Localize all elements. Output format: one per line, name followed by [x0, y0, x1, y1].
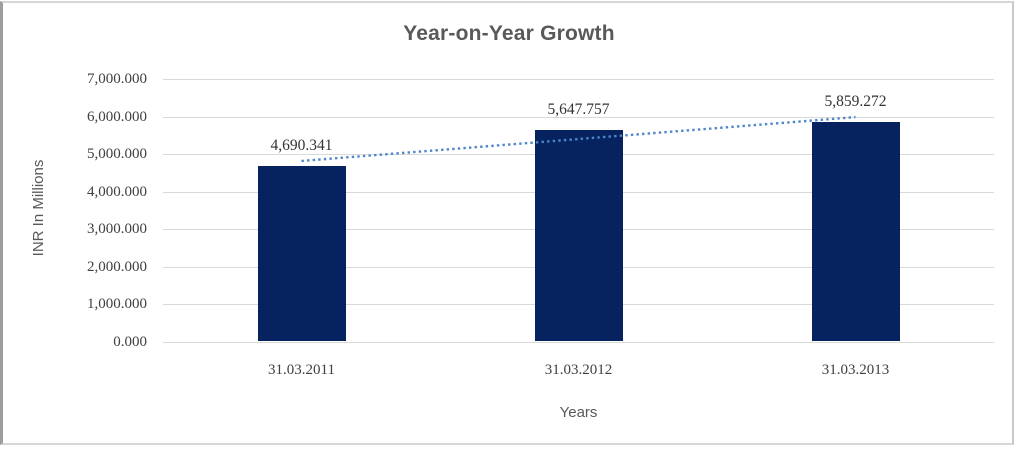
y-tick-label: 6,000.000 — [87, 108, 147, 125]
bar-value-label: 5,647.757 — [547, 100, 610, 118]
y-tick-label: 4,000.000 — [87, 183, 147, 200]
x-tick-label: 31.03.2011 — [268, 362, 335, 378]
chart-title: Year-on-Year Growth — [403, 22, 615, 45]
bar — [257, 165, 346, 342]
x-tick-label: 31.03.2012 — [544, 362, 613, 378]
x-tick-label: 31.03.2013 — [821, 362, 890, 378]
y-gridline — [163, 341, 994, 343]
y-tick-label: 0.000 — [113, 333, 147, 350]
y-gridline — [163, 79, 994, 80]
y-tick-label: 5,000.000 — [87, 146, 147, 162]
x-axis-title: Years — [559, 404, 598, 421]
y-tick-label: 1,000.000 — [87, 296, 147, 312]
y-tick-label: 2,000.000 — [87, 258, 147, 275]
y-tick-label: 3,000.000 — [87, 221, 147, 237]
bar-value-label: 4,690.341 — [270, 136, 333, 154]
bar-value-label: 5,859.272 — [824, 92, 887, 110]
bar — [811, 121, 900, 342]
bar — [534, 129, 623, 342]
y-tick-label: 7,000.000 — [87, 71, 147, 87]
